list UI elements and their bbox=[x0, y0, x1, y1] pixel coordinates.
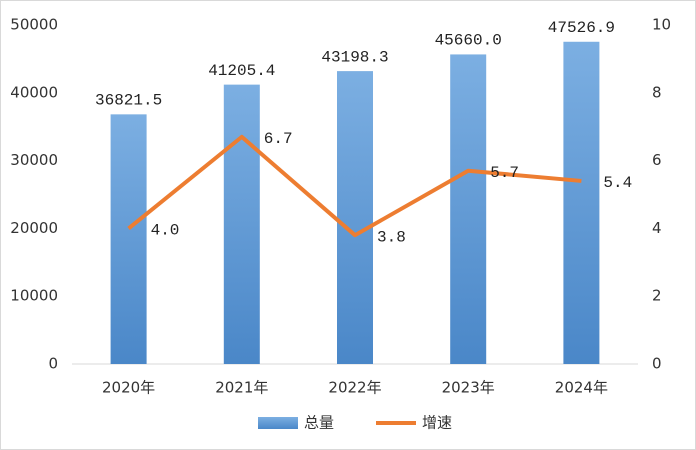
y-tick-label: 50000 bbox=[10, 16, 58, 34]
y2-tick-label: 4 bbox=[652, 219, 662, 237]
bar bbox=[110, 114, 147, 365]
bar bbox=[450, 54, 487, 364]
bar-value-label: 47526.9 bbox=[548, 19, 615, 37]
x-tick-label: 2024年 bbox=[555, 379, 608, 397]
legend-label: 总量 bbox=[304, 414, 334, 432]
legend-label: 增速 bbox=[422, 414, 452, 432]
line-value-label: 3.8 bbox=[377, 228, 406, 246]
y-tick-label: 20000 bbox=[10, 219, 58, 237]
bar-value-label: 36821.5 bbox=[95, 92, 162, 110]
bar-value-label: 43198.3 bbox=[321, 48, 388, 66]
legend-swatch bbox=[258, 417, 298, 429]
y2-tick-label: 8 bbox=[652, 83, 662, 101]
x-tick-label: 2020年 bbox=[102, 379, 155, 397]
x-tick-label: 2023年 bbox=[442, 379, 495, 397]
y2-tick-label: 10 bbox=[652, 16, 671, 34]
bar-value-label: 41205.4 bbox=[208, 62, 275, 80]
y2-tick-label: 6 bbox=[652, 151, 662, 169]
line-value-label: 4.0 bbox=[151, 222, 180, 240]
bar bbox=[223, 84, 260, 365]
line-value-label: 5.7 bbox=[490, 164, 519, 182]
y-tick-label: 0 bbox=[48, 355, 58, 373]
line-value-label: 5.4 bbox=[603, 174, 632, 192]
bar-value-label: 45660.0 bbox=[435, 32, 502, 50]
line bbox=[127, 134, 582, 238]
y-tick-label: 40000 bbox=[10, 83, 58, 101]
y-tick-label: 30000 bbox=[10, 151, 58, 169]
x-tick-label: 2022年 bbox=[328, 379, 381, 397]
x-tick-label: 2021年 bbox=[215, 379, 268, 397]
line-value-label: 6.7 bbox=[264, 130, 293, 148]
y2-tick-label: 0 bbox=[652, 355, 662, 373]
y2-tick-label: 2 bbox=[652, 287, 662, 305]
y-tick-label: 10000 bbox=[10, 287, 58, 305]
bar bbox=[563, 41, 600, 365]
bar bbox=[337, 71, 373, 364]
